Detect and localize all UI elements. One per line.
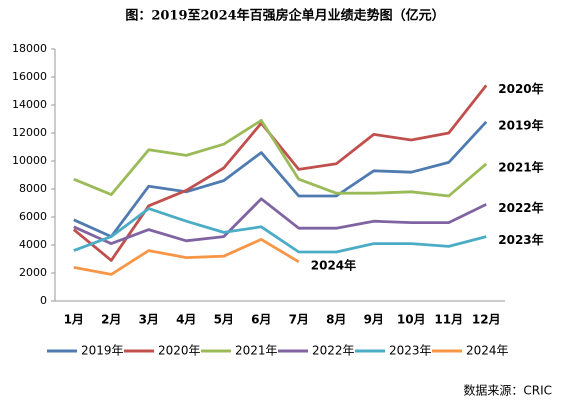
y-tick-label: 14000 xyxy=(12,98,47,111)
y-tick-label: 12000 xyxy=(12,126,47,139)
series-annotation: 2020年 xyxy=(498,81,543,96)
series-line xyxy=(73,120,488,238)
x-tick-label: 11月 xyxy=(434,313,463,327)
y-tick-label: 8000 xyxy=(19,182,47,195)
y-tick-label: 16000 xyxy=(12,70,47,83)
legend-label: 2020年 xyxy=(158,344,201,358)
series-annotation: 2022年 xyxy=(498,200,543,215)
x-tick-label: 3月 xyxy=(139,313,159,327)
series-annotation: 2024年 xyxy=(311,257,356,272)
x-tick-label: 7月 xyxy=(289,313,309,327)
y-tick-label: 18000 xyxy=(12,42,47,55)
x-tick-label: 8月 xyxy=(326,313,346,327)
y-tick-label: 2000 xyxy=(19,266,47,279)
series-annotation: 2019年 xyxy=(498,117,543,132)
y-tick-label: 6000 xyxy=(19,210,47,223)
x-tick-label: 1月 xyxy=(64,313,84,327)
x-tick-label: 9月 xyxy=(364,313,384,327)
series-annotation: 2021年 xyxy=(498,159,543,174)
y-tick-label: 0 xyxy=(40,294,47,307)
legend-label: 2021年 xyxy=(235,344,278,358)
x-tick-label: 5月 xyxy=(214,313,234,327)
legend-label: 2022年 xyxy=(312,344,355,358)
series-line xyxy=(73,197,487,245)
legend-label: 2023年 xyxy=(389,344,432,358)
x-tick-label: 2月 xyxy=(101,313,121,327)
legend-label: 2019年 xyxy=(81,344,124,358)
series-line xyxy=(73,238,300,276)
x-tick-label: 4月 xyxy=(176,313,196,327)
series-line xyxy=(73,119,488,198)
x-tick-label: 10月 xyxy=(397,313,426,327)
x-tick-label: 6月 xyxy=(251,313,271,327)
series-annotation: 2023年 xyxy=(498,232,543,247)
series-line xyxy=(73,207,487,254)
legend-label: 2024年 xyxy=(466,344,509,358)
y-tick-label: 4000 xyxy=(19,238,47,251)
chart-title: 图：2019至2024年百强房企单月业绩走势图（亿元） xyxy=(125,8,444,24)
source-note: 数据来源：CRIC xyxy=(463,383,552,398)
y-tick-label: 10000 xyxy=(12,154,47,167)
x-tick-label: 12月 xyxy=(472,313,501,327)
